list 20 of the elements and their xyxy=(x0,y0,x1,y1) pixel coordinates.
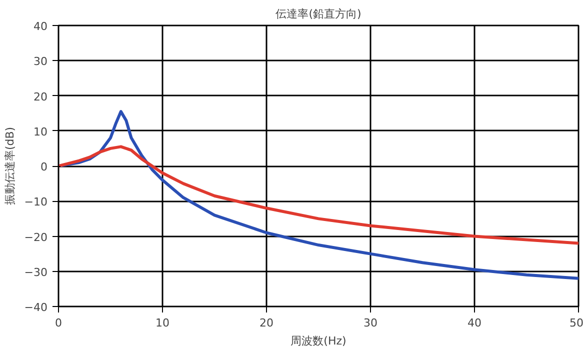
x-tick-label: 20 xyxy=(260,316,274,330)
chart-title: 伝達率(鉛直方向) xyxy=(276,8,362,20)
y-tick-label: 20 xyxy=(34,90,48,104)
x-tick-label: 30 xyxy=(364,316,378,330)
y-axis-title: 振動伝達率(dB) xyxy=(3,126,16,206)
x-tick-label: 40 xyxy=(468,316,482,330)
y-tick-label: −20 xyxy=(24,230,48,244)
y-tick-label: −30 xyxy=(24,266,48,279)
y-tick-label: −40 xyxy=(24,301,48,314)
line-series xyxy=(58,110,578,280)
x-tick-label: 10 xyxy=(156,316,170,330)
y-tick-label: 10 xyxy=(34,125,48,138)
y-tick-label: 0 xyxy=(40,160,48,174)
y-tick-label: 40 xyxy=(34,20,48,33)
x-tick-label: 0 xyxy=(55,316,62,330)
line-series xyxy=(58,145,578,245)
y-tick-label: 30 xyxy=(34,55,48,68)
x-tick-label: 50 xyxy=(570,316,583,330)
y-tick-label: −10 xyxy=(24,196,48,209)
x-axis-title: 周波数(Hz) xyxy=(290,334,346,348)
